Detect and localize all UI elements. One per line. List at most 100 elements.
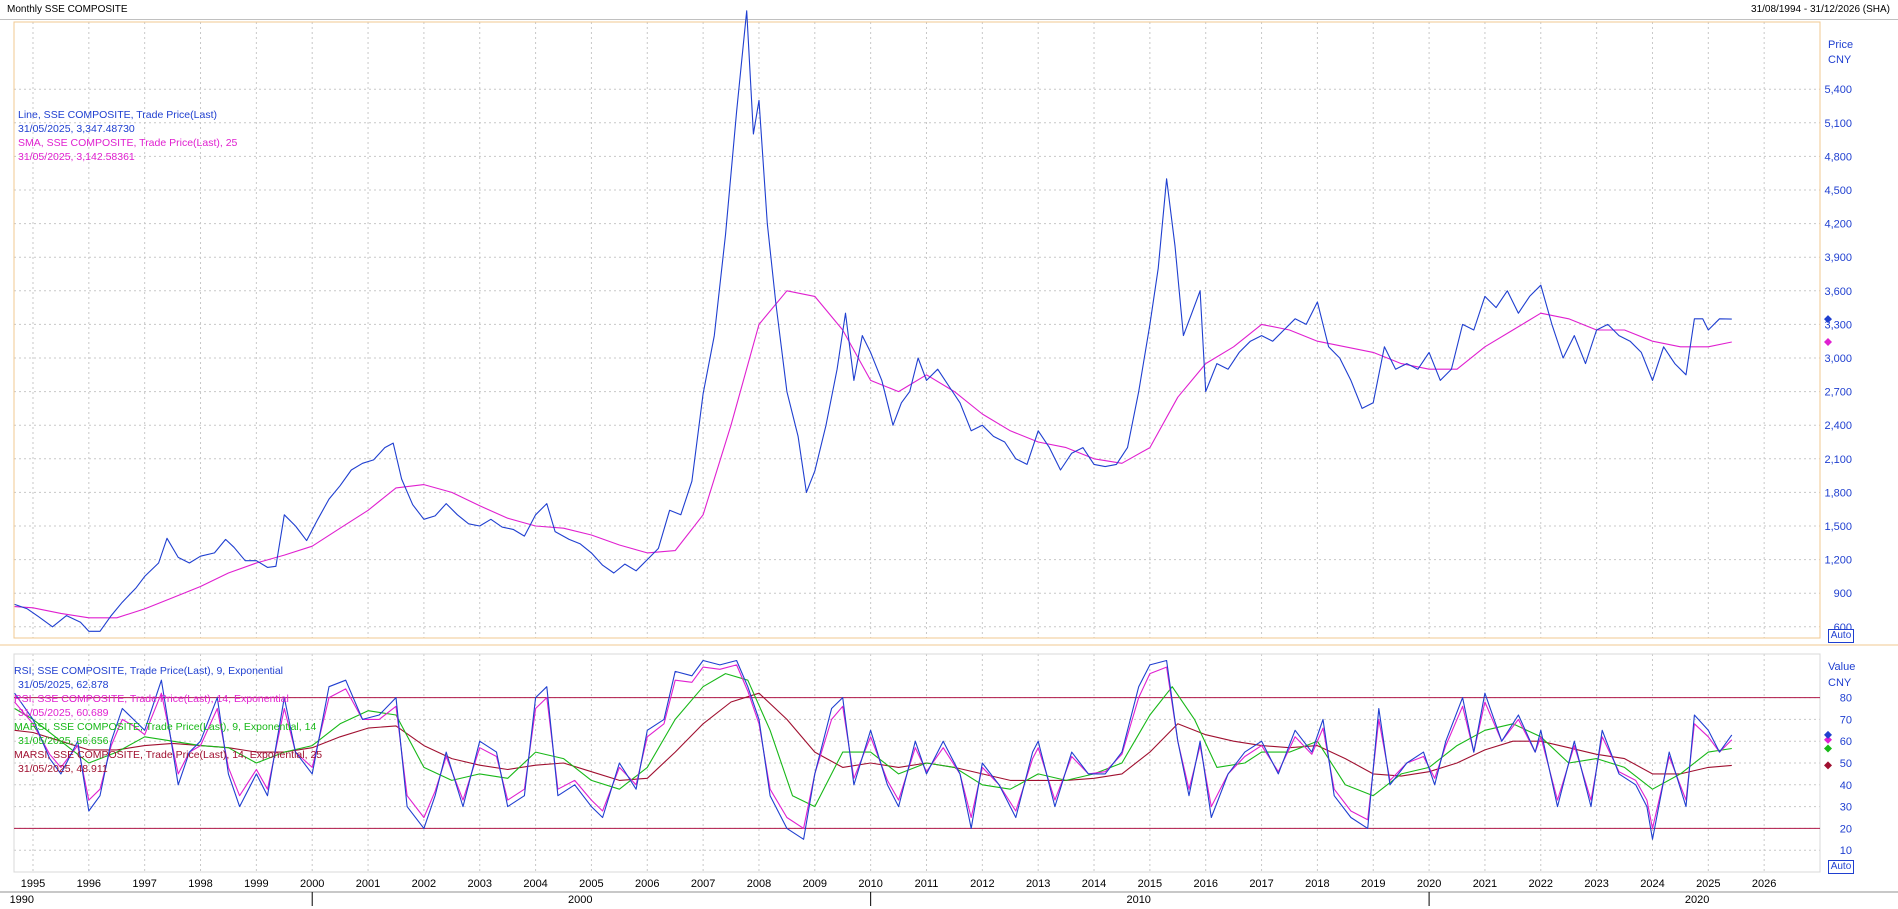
x-tick-label: 2025 [1696,878,1720,890]
chart-title: Monthly SSE COMPOSITE [7,4,128,15]
marsi9-series-line-marker [1824,744,1832,753]
x-tick-label: 2003 [467,878,491,890]
price-legend-line-1: Line, SSE COMPOSITE, Trade Price(Last) [18,109,217,121]
price-series-line [14,10,1732,632]
sma-series-line [14,290,1732,619]
x-tick-label: 2021 [1473,878,1497,890]
tick-labels: 1995 1996 1997 1998 1999 2000 2001 2002 2003 2004… [10,84,1852,906]
x-tick-label: 1998 [188,878,212,890]
x-tick-label: 2011 [915,878,939,890]
x-decade-label: 2020 [1685,894,1709,906]
price-y-tick-label: 900 [1834,588,1852,600]
x-tick-label: 2019 [1361,878,1385,890]
price-y-tick-label: 2,700 [1824,387,1852,399]
marsi14-series-line-marker [1824,761,1832,770]
rsi-axis-title: Value [1828,661,1856,673]
rsi-y-tick-label: 10 [1840,845,1852,857]
x-tick-label: 2002 [412,878,436,890]
x-tick-label: 2014 [1082,878,1106,890]
x-tick-label: 2018 [1305,878,1329,890]
price-legend-line-2: 31/05/2025, 3,347.48730 [18,123,135,135]
marsi9-series-line [14,673,1732,808]
rsi-y-tick-label: 40 [1840,780,1852,792]
x-tick-label: 1999 [244,878,268,890]
x-tick-label: 2004 [523,878,547,890]
rsi-y-tick-label: 60 [1840,736,1852,748]
price-y-tick-label: 1,500 [1824,521,1852,533]
x-tick-label: 1995 [21,878,45,890]
rsi-legend-line-5: MARSI, SSE COMPOSITE, Trade Price(Last),… [14,721,317,733]
price-y-tick-label: 4,200 [1824,219,1852,231]
x-tick-label: 2013 [1026,878,1050,890]
rsi-y-tick-label: 30 [1840,802,1852,814]
rsi-panel-frame [13,653,1821,873]
price-y-tick-label: 5,100 [1824,118,1852,130]
price-y-tick-label: 3,000 [1824,353,1852,365]
series-lines [14,10,1733,840]
price-y-tick-label: 3,900 [1824,252,1852,264]
x-tick-label: 2009 [803,878,827,890]
price-y-tick-label: 5,400 [1824,84,1852,96]
price-y-tick-label: 2,100 [1824,454,1852,466]
price-y-tick-label: 1,800 [1824,487,1852,499]
price-axis-title: Price [1828,39,1854,51]
x-tick-label: 1996 [77,878,101,890]
x-tick-label: 2007 [691,878,715,890]
x-tick-label: 2001 [356,878,380,890]
x-tick-label: 2000 [300,878,324,890]
rsi14-series-line-marker [1824,735,1832,744]
price-legend: Line, SSE COMPOSITE, Trade Price(Last) 3… [18,108,237,164]
rsi-legend-line-8: 31/05/2025, 48.911 [18,763,108,775]
rsi9-series-line-marker [1824,730,1832,739]
date-range: 31/08/1994 - 31/12/2026 (SHA) [1751,4,1890,15]
x-tick-label: 2010 [858,878,882,890]
price-y-tick-label: 3,600 [1824,286,1852,298]
x-decade-label: 2000 [568,894,592,906]
x-tick-label: 2008 [747,878,771,890]
price-y-tick-label: 4,800 [1824,151,1852,163]
price-y-tick-label: 4,500 [1824,185,1852,197]
x-tick-label: 2024 [1640,878,1664,890]
last-value-markers [1824,315,1832,770]
price-axis-unit: CNY [1828,54,1852,66]
x-tick-label: 2012 [970,878,994,890]
x-tick-label: 2020 [1417,878,1441,890]
rsi-y-tick-label: 50 [1840,758,1852,770]
price-panel-frame [13,21,1821,639]
rsi-legend-line-2: 31/05/2025, 62.878 [18,679,109,691]
rsi-legend-line-1: RSI, SSE COMPOSITE, Trade Price(Last), 9… [14,665,284,677]
x-tick-label: 2023 [1584,878,1608,890]
price-y-tick-label: 1,200 [1824,555,1852,567]
rsi-y-tick-label: 20 [1840,823,1852,835]
x-tick-label: 2022 [1529,878,1553,890]
title-bar: Monthly SSE COMPOSITE 31/08/1994 - 31/12… [0,0,1898,20]
x-decade-label: 1990 [10,894,34,906]
rsi-legend-line-6: 31/05/2025, 56.656 [18,735,109,747]
price-legend-line-3: SMA, SSE COMPOSITE, Trade Price(Last), 2… [18,137,238,149]
x-decade-label: 2010 [1126,894,1150,906]
x-tick-label: 2026 [1752,878,1776,890]
rsi14-series-line [14,664,1733,829]
x-tick-label: 2005 [579,878,603,890]
rsi-legend-line-3: RSI, SSE COMPOSITE, Trade Price(Last), 1… [14,693,289,705]
rsi9-series-line [14,659,1733,840]
sma-series-line-marker [1824,338,1832,347]
rsi-axis-unit: CNY [1828,677,1852,689]
rsi-auto-button[interactable]: Auto [1828,860,1854,874]
rsi-legend-line-4: 31/05/2025, 60.689 [18,707,109,719]
price-auto-button[interactable]: Auto [1828,629,1854,643]
price-y-tick-label: 3,300 [1824,319,1852,331]
x-tick-label: 2017 [1249,878,1273,890]
price-y-tick-label: 2,400 [1824,420,1852,432]
grid [14,22,1820,872]
rsi-y-tick-label: 70 [1840,714,1852,726]
price-legend-line-4: 31/05/2025, 3,142.58361 [18,151,135,163]
x-tick-label: 2016 [1193,878,1217,890]
x-tick-label: 1997 [132,878,156,890]
panel-frames [0,21,1898,893]
price-series-line-marker [1824,315,1832,324]
rsi-legend: RSI, SSE COMPOSITE, Trade Price(Last), 9… [14,664,322,776]
rsi-bands [14,697,1820,829]
x-tick-label: 2006 [635,878,659,890]
